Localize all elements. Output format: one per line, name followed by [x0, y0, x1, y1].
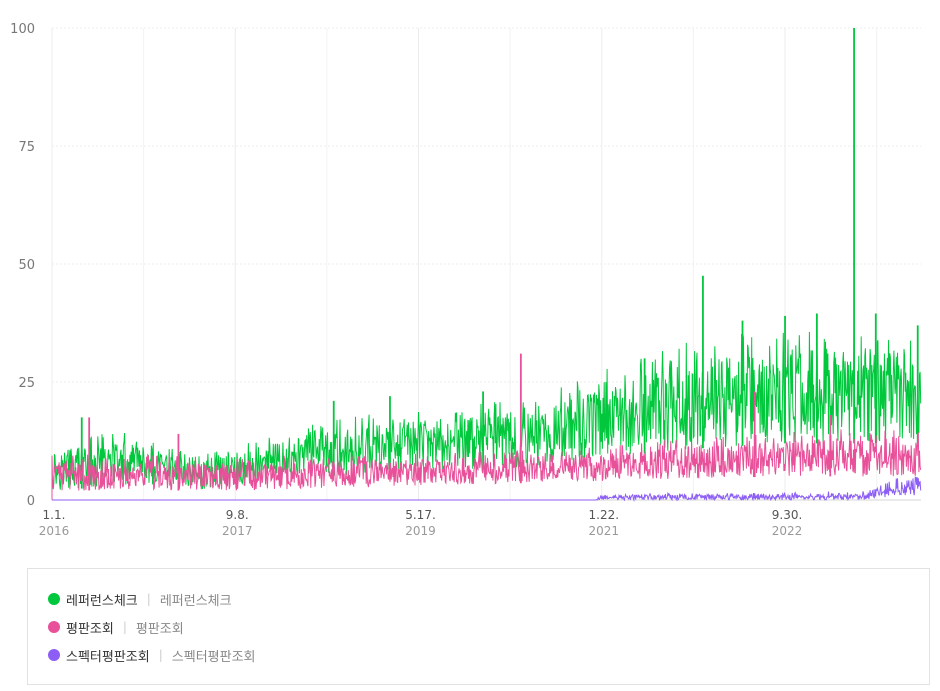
legend-series-name: 스펙터평판조회 — [66, 649, 150, 665]
legend-series-keyword: 스펙터평판조회 — [171, 649, 256, 665]
y-tick-label: 25 — [18, 376, 35, 391]
x-tick-year-label: 2016 — [39, 524, 70, 538]
grid — [51, 27, 921, 501]
legend-series-name: 레퍼런스체크 — [66, 593, 138, 609]
x-tick-year-label: 2017 — [222, 524, 253, 538]
series-color-dot — [48, 649, 60, 661]
legend-series-name: 평판조회 — [66, 621, 114, 637]
legend-item-reputation-check[interactable]: 평판조회 | 평판조회 — [48, 617, 184, 637]
x-tick-year-label: 2022 — [772, 524, 803, 538]
y-tick-label: 75 — [18, 140, 35, 155]
x-tick-year-label: 2019 — [405, 524, 436, 538]
x-tick-year-label: 2021 — [589, 524, 620, 538]
x-tick-label: 1.1. — [43, 508, 66, 522]
legend-series-keyword: 평판조회 — [135, 621, 184, 637]
x-tick-label: 1.22. — [589, 508, 620, 522]
x-tick-label: 9.8. — [226, 508, 249, 522]
legend-item-reference-check[interactable]: 레퍼런스체크 | 레퍼런스체크 — [48, 589, 232, 609]
legend-separator: | — [158, 648, 163, 662]
series-color-dot — [48, 621, 60, 633]
y-tick-label: 100 — [10, 22, 35, 37]
legend-series-keyword: 레퍼런스체크 — [159, 593, 232, 609]
series-line — [52, 476, 922, 502]
legend-separator: | — [122, 620, 127, 634]
trend-chart: 0 25 50 75 100 1.1. 2016 9.8. 2017 5.17. 2019 1.22… — [10, 22, 922, 538]
y-axis: 0 25 50 75 100 — [10, 22, 35, 509]
legend-item-specter-reputation-check[interactable]: 스펙터평판조회 | 스펙터평판조회 — [48, 645, 256, 665]
legend-separator: | — [146, 592, 151, 606]
x-tick-label: 5.17. — [405, 508, 436, 522]
series-area — [51, 28, 922, 502]
y-tick-label: 0 — [27, 494, 35, 509]
legend: 레퍼런스체크 | 레퍼런스체크 평판조회 | 평판조회 스펙터평판조회 | 스펙… — [27, 568, 930, 685]
series-line — [51, 429, 922, 500]
x-tick-label: 9.30. — [772, 508, 803, 522]
y-tick-label: 50 — [18, 258, 35, 273]
x-axis: 1.1. 2016 9.8. 2017 5.17. 2019 1.22. 2021 9.30. 2… — [39, 508, 803, 538]
series-color-dot — [48, 593, 60, 605]
